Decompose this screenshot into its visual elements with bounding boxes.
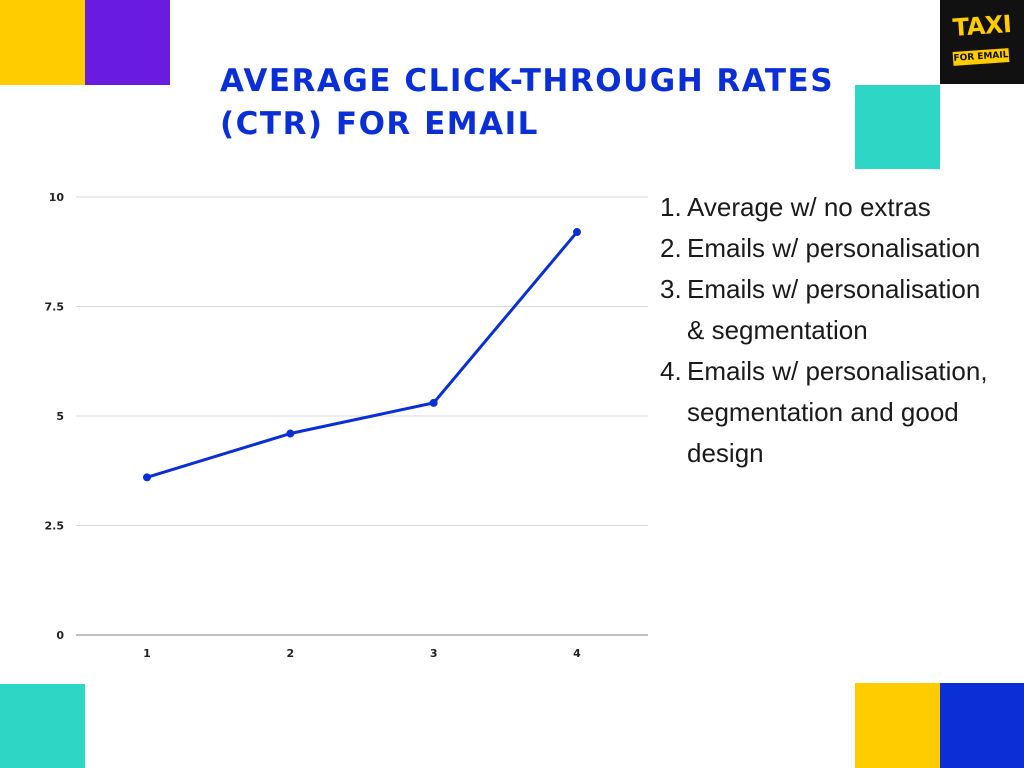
legend-item: 3. Emails w/ personalisation & segmentati… — [660, 269, 1000, 351]
legend-item-number: 2. — [660, 233, 682, 263]
series-line — [145, 230, 579, 479]
decor-yellow-square-bottom-right — [855, 683, 940, 768]
data-point — [429, 398, 438, 407]
legend-item: 4. Emails w/ personalisation, segmentatio… — [660, 351, 1000, 474]
y-tick-label: 7.5 — [45, 301, 65, 314]
legend-list: 1. Average w/ no extras 2. Emails w/ person… — [660, 187, 1000, 474]
x-tick-label: 4 — [573, 647, 581, 660]
legend-item: 2. Emails w/ personalisation — [660, 228, 1000, 269]
legend-item-text: Emails w/ personalisation — [687, 233, 981, 263]
decor-blue-square-bottom-right — [940, 683, 1024, 768]
y-tick-label: 2.5 — [45, 520, 65, 533]
page-title: AVERAGE CLICK-THROUGH RATES (CTR) FOR EM… — [220, 63, 835, 142]
chart-series — [143, 228, 581, 482]
legend-item-text: Emails w/ personalisation & segmentation — [687, 274, 981, 345]
legend-item: 1. Average w/ no extras — [660, 187, 1000, 228]
logo-primary-text: TAXI — [951, 9, 1013, 43]
chart-gridlines — [76, 196, 648, 636]
legend-item-number: 3. — [660, 274, 682, 304]
legend-item-text: Average w/ no extras — [687, 192, 931, 222]
decor-purple-square-top-left — [85, 0, 170, 85]
decor-teal-square-bottom-left — [0, 684, 85, 768]
legend-item-number: 1. — [660, 192, 682, 222]
y-tick-label: 10 — [49, 191, 65, 204]
x-tick-label: 3 — [430, 647, 438, 660]
y-tick-label: 0 — [56, 629, 64, 642]
ctr-line-chart: 0 2.5 5 7.5 10 1 2 3 4 — [45, 191, 648, 660]
x-tick-label: 2 — [287, 647, 295, 660]
y-tick-label: 5 — [56, 410, 64, 423]
data-point — [573, 228, 581, 237]
decor-teal-square-top-right — [855, 85, 940, 169]
x-tick-label: 1 — [143, 647, 151, 660]
brand-logo: TAXI FOR EMAIL — [940, 0, 1024, 84]
data-point — [286, 429, 295, 438]
legend-item-number: 4. — [660, 356, 682, 386]
chart-y-axis: 0 2.5 5 7.5 10 — [45, 191, 65, 642]
data-point — [143, 473, 151, 482]
legend-item-text: Emails w/ personalisation, segmentation … — [687, 356, 988, 468]
decor-yellow-square-top-left — [0, 0, 85, 85]
logo-secondary-text: FOR EMAIL — [952, 48, 1010, 66]
chart-x-axis: 1 2 3 4 — [143, 647, 581, 660]
